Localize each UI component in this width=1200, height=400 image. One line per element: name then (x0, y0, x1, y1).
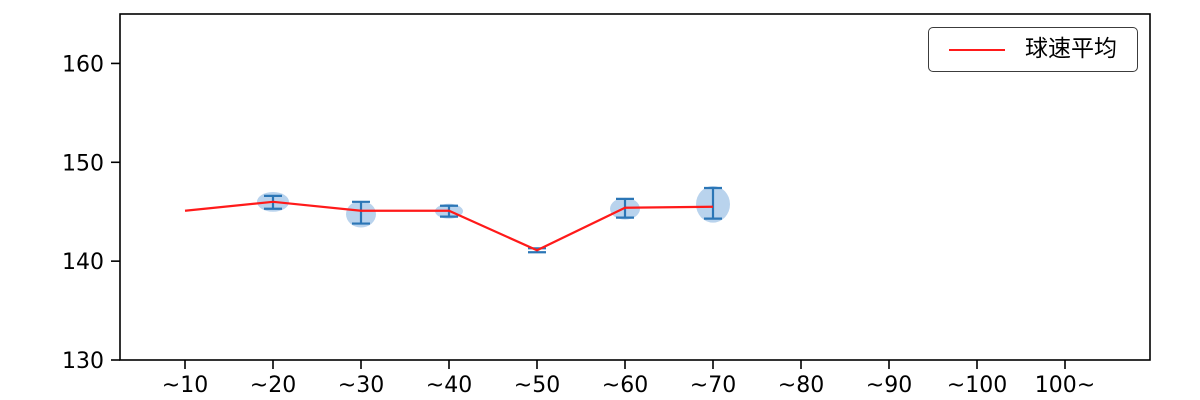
plot-border (119, 13, 1151, 361)
x-tick-label: ~100 (947, 373, 1007, 398)
x-tick-label: ~40 (426, 373, 472, 398)
x-tick-label: ~10 (162, 373, 208, 398)
legend-line-sample (949, 48, 1005, 51)
x-tick-label: ~60 (602, 373, 648, 398)
y-tick-label: 160 (62, 52, 104, 77)
y-tick-label: 150 (62, 151, 104, 176)
mean-speed-line (184, 200, 714, 252)
x-tick-label: ~70 (690, 373, 736, 398)
x-tick-label: ~80 (778, 373, 824, 398)
x-tick-label: ~30 (338, 373, 384, 398)
y-tick-label: 130 (62, 349, 104, 374)
legend: 球速平均 (928, 27, 1138, 72)
x-tick-label: ~90 (866, 373, 912, 398)
legend-label: 球速平均 (1025, 36, 1117, 62)
y-tick-label: 140 (62, 250, 104, 275)
x-tick-label: ~20 (250, 373, 296, 398)
x-tick-label: 100~ (1035, 373, 1095, 398)
x-tick-label: ~50 (514, 373, 560, 398)
